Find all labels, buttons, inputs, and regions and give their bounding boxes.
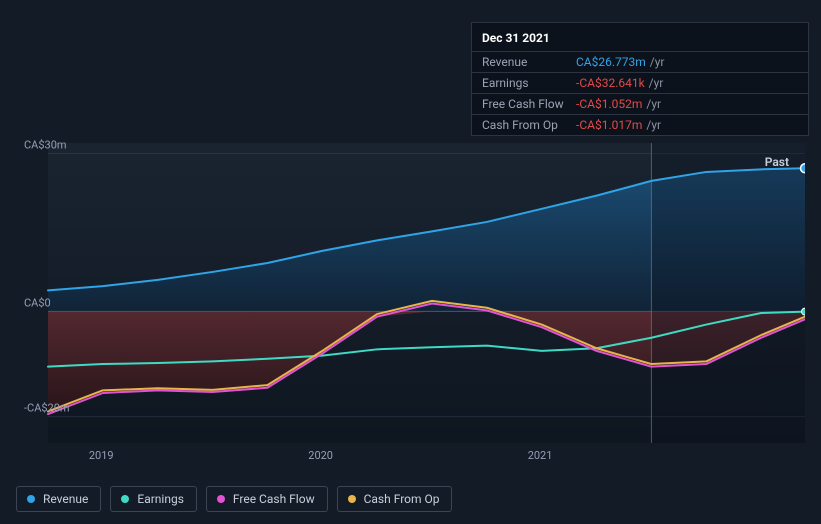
chart-svg: CA$30m CA$0 -CA$20m 2019 2020 2021 <box>16 125 805 465</box>
tooltip-row-label: Free Cash Flow <box>482 97 576 111</box>
legend-dot <box>348 495 356 503</box>
legend-item-cash-from-op[interactable]: Cash From Op <box>337 486 453 512</box>
tooltip-row: Cash From Op -CA$1.017m /yr <box>472 114 808 135</box>
tooltip-row-value: -CA$1.017m <box>576 118 642 132</box>
tooltip-row-value: CA$26.773m <box>576 55 646 69</box>
tooltip-row-value: -CA$32.641k <box>576 76 645 90</box>
tooltip-row-label: Earnings <box>482 76 576 90</box>
legend-label: Revenue <box>43 492 88 506</box>
svg-text:2020: 2020 <box>308 449 333 462</box>
chart-legend: Revenue Earnings Free Cash Flow Cash Fro… <box>16 486 452 512</box>
legend-item-earnings[interactable]: Earnings <box>110 486 197 512</box>
tooltip-row: Free Cash Flow -CA$1.052m /yr <box>472 93 808 114</box>
svg-text:2021: 2021 <box>528 449 553 462</box>
legend-item-free-cash-flow[interactable]: Free Cash Flow <box>206 486 328 512</box>
tooltip-row-label: Revenue <box>482 55 576 69</box>
legend-item-revenue[interactable]: Revenue <box>16 486 101 512</box>
legend-label: Earnings <box>137 492 184 506</box>
tooltip-row-unit: /yr <box>650 55 665 69</box>
legend-dot <box>121 495 129 503</box>
tooltip-title: Dec 31 2021 <box>472 27 808 51</box>
legend-dot <box>27 495 35 503</box>
tooltip-row-unit: /yr <box>649 76 664 90</box>
legend-label: Cash From Op <box>364 492 440 506</box>
legend-dot <box>217 495 225 503</box>
tooltip-row-unit: /yr <box>646 97 661 111</box>
tooltip-row-value: -CA$1.052m <box>576 97 642 111</box>
tooltip-row-unit: /yr <box>646 118 661 132</box>
tooltip-row-label: Cash From Op <box>482 118 576 132</box>
svg-text:-CA$20m: -CA$20m <box>24 402 70 415</box>
tooltip-row: Earnings -CA$32.641k /yr <box>472 72 808 93</box>
svg-text:2019: 2019 <box>89 449 114 462</box>
svg-text:CA$0: CA$0 <box>24 296 51 309</box>
past-label: Past <box>765 155 789 169</box>
tooltip-row: Revenue CA$26.773m /yr <box>472 51 808 72</box>
legend-label: Free Cash Flow <box>233 492 315 506</box>
financial-chart[interactable]: CA$30m CA$0 -CA$20m 2019 2020 2021 Past <box>16 125 805 465</box>
chart-tooltip: Dec 31 2021 Revenue CA$26.773m /yr Earni… <box>471 22 809 136</box>
svg-text:CA$30m: CA$30m <box>24 139 67 152</box>
